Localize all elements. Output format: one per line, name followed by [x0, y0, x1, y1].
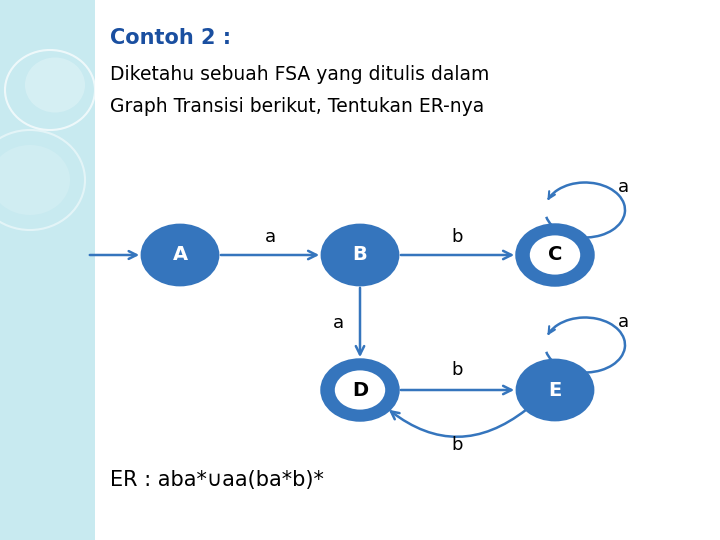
Text: Contoh 2 :: Contoh 2 : — [110, 28, 231, 48]
Text: ER : aba*∪aa(ba*b)*: ER : aba*∪aa(ba*b)* — [110, 470, 324, 490]
Text: a: a — [264, 228, 276, 246]
Ellipse shape — [322, 360, 398, 420]
Ellipse shape — [333, 369, 387, 411]
Text: a: a — [618, 178, 629, 196]
Text: A: A — [172, 246, 188, 265]
Ellipse shape — [322, 225, 398, 285]
Ellipse shape — [142, 225, 218, 285]
Text: C: C — [548, 246, 562, 265]
Ellipse shape — [517, 225, 593, 285]
Text: Diketahu sebuah FSA yang ditulis dalam: Diketahu sebuah FSA yang ditulis dalam — [110, 65, 490, 84]
Text: b: b — [451, 436, 463, 454]
Ellipse shape — [0, 145, 70, 215]
Text: D: D — [352, 381, 368, 400]
Ellipse shape — [517, 360, 593, 420]
Text: b: b — [451, 228, 463, 246]
Text: Graph Transisi berikut, Tentukan ER-nya: Graph Transisi berikut, Tentukan ER-nya — [110, 97, 485, 116]
Text: E: E — [549, 381, 562, 400]
Text: a: a — [333, 314, 343, 332]
Ellipse shape — [25, 57, 85, 112]
Bar — [0, 0, 95, 540]
Ellipse shape — [528, 234, 582, 276]
Text: b: b — [451, 361, 463, 379]
Text: B: B — [353, 246, 367, 265]
Text: a: a — [618, 313, 629, 331]
